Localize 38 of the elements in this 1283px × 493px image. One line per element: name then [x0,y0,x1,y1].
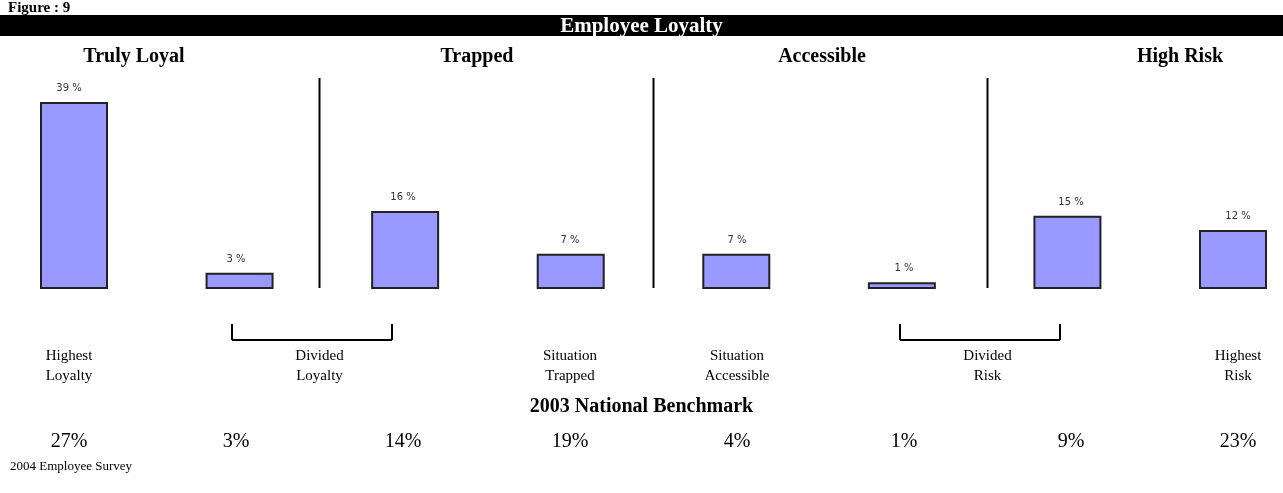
text: 9% [1057,429,1085,451]
x-tick-label: Highest Risk [1214,347,1263,383]
text: 23% [1219,429,1257,451]
text: Truly Loyal [83,44,186,67]
data-label: 3 % [226,252,246,264]
data-label: 12 % [1225,210,1251,222]
bar [1033,215,1102,289]
text: 27% [50,429,88,451]
x-tick-label: Situation Accessible [704,347,770,383]
data-label: 39 % [56,82,82,93]
x-tick-label: Highest Loyalty [45,347,94,383]
bar [702,253,771,289]
text: High Risk [1136,44,1224,67]
bar [40,102,108,289]
data-label: 1 % [894,262,914,274]
text: 19% [551,429,589,451]
text: 2004 Employee Survey [10,458,133,473]
text: Figure : 9 [8,0,71,15]
text: Divided Loyalty [295,347,345,383]
bar [1199,230,1267,289]
chart-title: Employee Loyalty [560,13,724,37]
text: 2003 National Benchmark [529,394,755,416]
data-label: 7 % [560,233,580,245]
bar [371,211,440,289]
data-label: 15 % [1058,195,1084,207]
text: 3% [222,429,250,451]
text: 14% [384,429,422,451]
text: 4% [723,429,751,451]
x-tick-label: Situation Trapped [542,347,598,383]
bar [867,282,936,289]
text: Trapped [440,44,514,67]
text: Accessible [778,44,866,66]
data-label: 16 % [390,191,416,203]
data-label: 7 % [727,233,747,245]
text: Divided Risk [963,347,1013,383]
bar [205,272,274,289]
text: 1% [890,429,918,451]
bar [536,253,605,289]
